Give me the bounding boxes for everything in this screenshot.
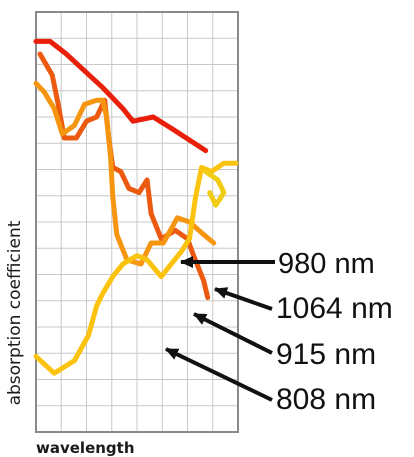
arrow-layer: 980 nm 1064 nm 915 nm 808 nm: [165, 248, 393, 416]
series-layer: [33, 38, 239, 376]
annotation-arrow-915-nm: [193, 312, 273, 355]
annotation-arrow-1064-nm: [214, 287, 273, 311]
series-line-2: [37, 51, 211, 301]
grid: [36, 12, 238, 432]
y-axis-label: absorption coefficient: [5, 220, 25, 405]
annotation-label-808-nm: 808 nm: [276, 383, 376, 416]
annotation-label-915-nm: 915 nm: [276, 338, 376, 371]
plot-frame: [35, 11, 239, 433]
series-line-4: [33, 160, 239, 376]
x-axis-label: wavelength: [36, 439, 135, 457]
annotation-arrow-808-nm: [165, 347, 273, 402]
series-line-3: [33, 80, 217, 267]
annotation-label-1064-nm: 1064 nm: [276, 292, 393, 325]
series-line-5: [203, 169, 227, 208]
annotation-label-980-nm: 980 nm: [278, 248, 375, 280]
series-line-1: [33, 38, 209, 154]
